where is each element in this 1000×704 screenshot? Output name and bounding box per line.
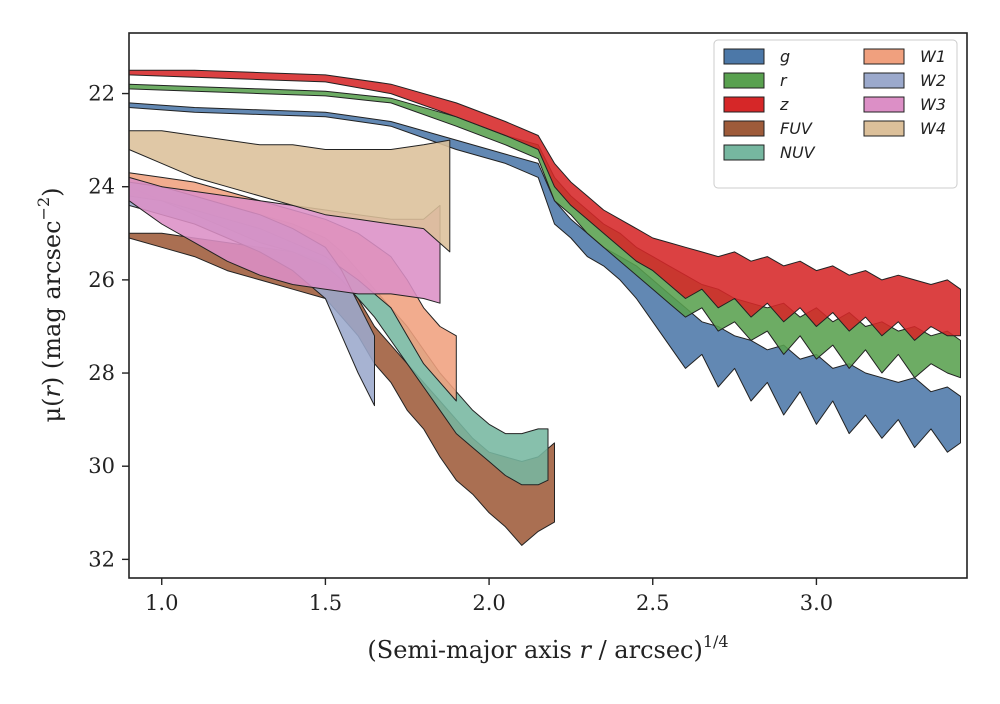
x-tick-label: 2.5 [636,591,669,615]
y-tick-label: 26 [88,268,115,292]
y-tick-label: 30 [88,454,115,478]
legend-label-w2: W2 [920,71,946,90]
ticks-layer: 1.0 1.5 2.0 2.5 3.0 22 24 26 28 30 32 [88,82,833,615]
y-axis-label-close: ) [38,187,66,196]
y-tick-label: 28 [88,361,115,385]
x-axis-label-var: r [579,636,592,664]
legend-swatch-w4 [863,120,905,137]
legend-swatch-r [723,72,765,89]
x-tick-label: 1.0 [145,591,178,615]
legend-swatch-w1 [863,48,905,65]
legend-label-w3: W3 [920,95,946,114]
y-tick-label: 32 [88,547,115,571]
legend-swatch-z [723,96,765,113]
x-axis-label-tail: / arcsec) [591,636,703,664]
y-axis-label-tail: ) (mag arcsec [38,220,66,386]
legend-label-w1: W1 [920,47,946,66]
legend-swatch-g [723,48,765,65]
legend-label-r: r [780,71,788,90]
legend-label-fuv: FUV [780,119,813,138]
legend-swatch-nuv [723,144,765,161]
legend-label-w4: W4 [920,119,946,138]
series-layer [128,69,961,546]
x-tick-label: 1.5 [309,591,342,615]
y-tick-label: 22 [88,82,115,106]
legend-swatch-w2 [863,72,905,89]
legend: grz FUV NUV W1 W2 W3 W4 [713,39,958,189]
plot-frame [128,32,968,579]
series-band-w3 [128,176,441,304]
y-axis-label-main: μ( [38,398,66,423]
y-axis-label-sup: −2 [34,197,53,221]
x-axis-label-main: (Semi-major axis [367,636,579,664]
legend-label-g: g [780,47,790,66]
legend-label-z: z [779,95,789,114]
x-tick-label: 2.0 [472,591,505,615]
y-axis-label-var: r [38,385,66,398]
x-axis-label-sup: 1/4 [703,632,729,651]
legend-swatch-fuv [723,120,765,137]
y-tick-label: 24 [88,175,115,199]
legend-swatch-w3 [863,96,905,113]
legend-label-nuv: NUV [780,143,816,162]
series-band-z [128,69,961,341]
x-axis-label: (Semi-major axis r / arcsec)1/4 [367,632,728,664]
x-tick-label: 3.0 [800,591,833,615]
series-band-w4 [128,130,451,253]
y-axis-label: μ(r) (mag arcsec−2) [34,187,66,422]
